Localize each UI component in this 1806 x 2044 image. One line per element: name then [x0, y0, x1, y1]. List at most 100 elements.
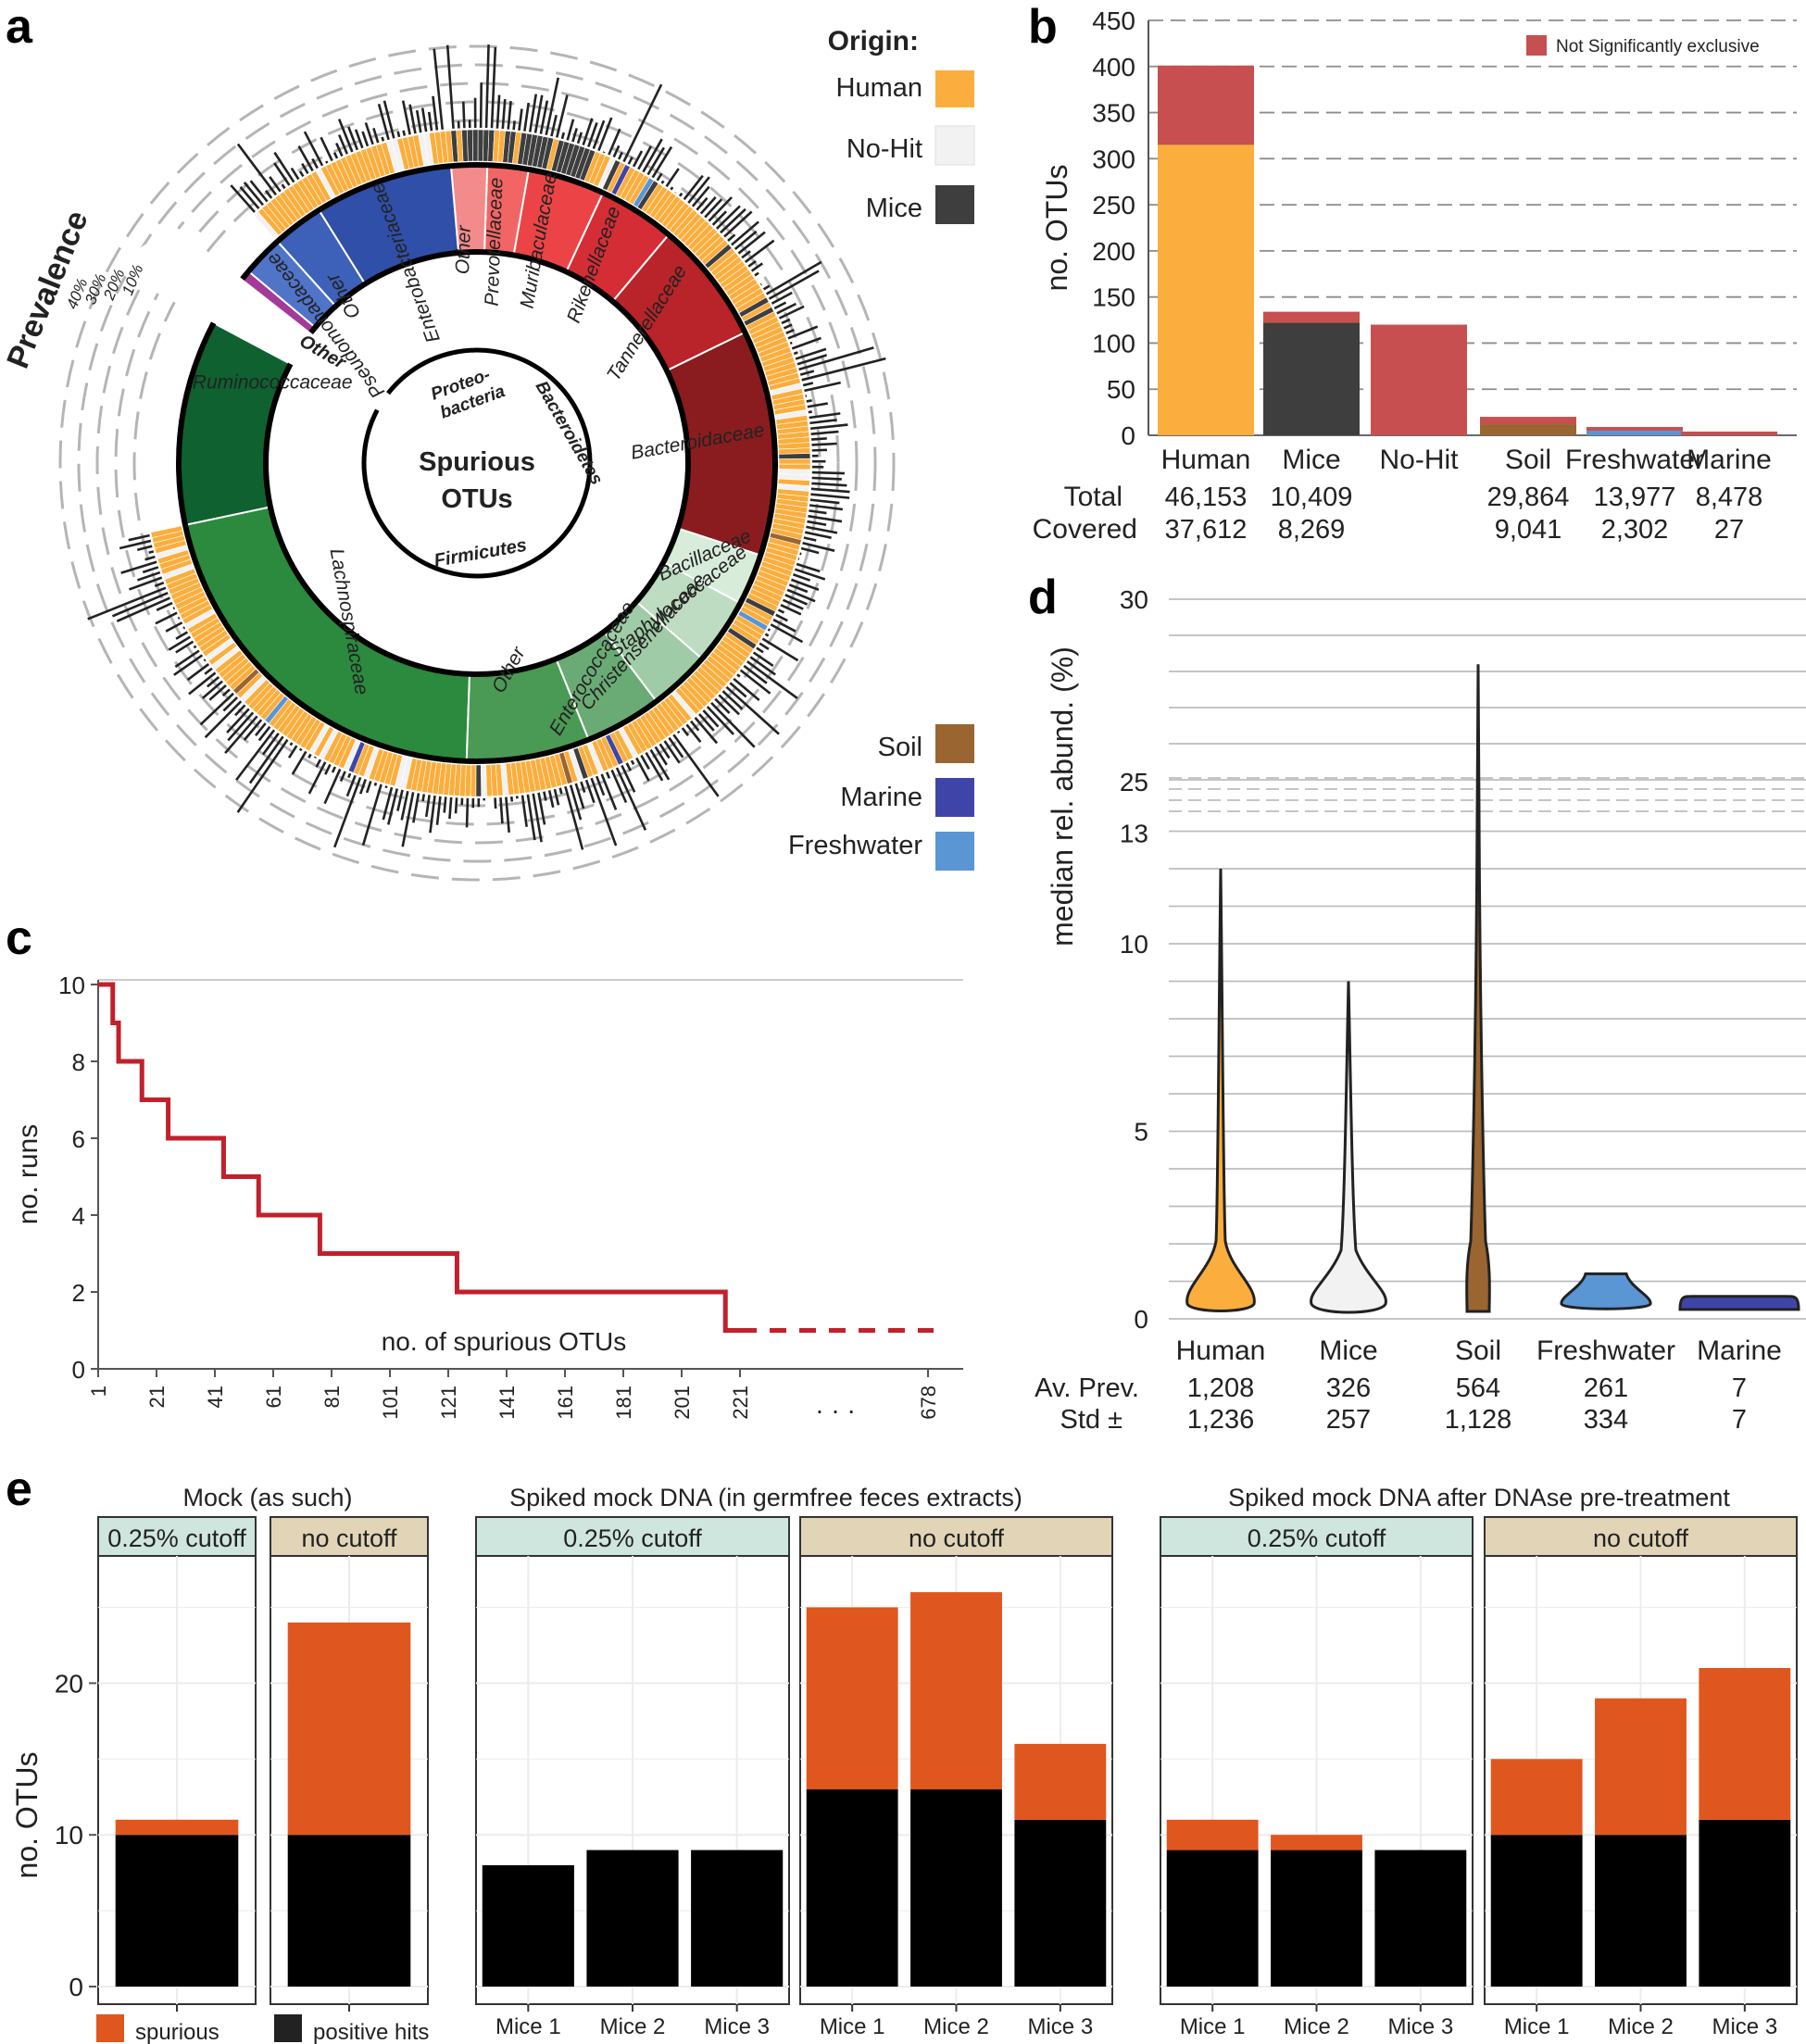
- prevalence-bar: [331, 766, 337, 773]
- family-label-13: Other: [452, 224, 475, 274]
- b-covered-Freshwater: 2,302: [1601, 515, 1669, 545]
- panel-a-circular-tree: Spurious OTUs Proteo- bacteria Bacteroid…: [0, 44, 896, 882]
- prevalence-bar: [804, 381, 841, 393]
- prevalence-bar: [372, 128, 380, 144]
- prevalence-bar: [750, 262, 764, 272]
- prevalence-bar: [711, 210, 728, 226]
- panel-e-faceted-bars: no. OTUs 0 10 20 Mock (as such) 0.25% cutof…: [10, 1484, 1798, 2044]
- prevalence-bar: [725, 685, 780, 735]
- e-group-title-2: Spiked mock DNA (in germfree feces extra…: [509, 1484, 1022, 1511]
- prevalence-bar: [269, 176, 282, 193]
- e-legend-positive-label: positive hits: [313, 2020, 429, 2044]
- d-ytick-10: 10: [1120, 930, 1148, 959]
- prevalence-bar: [261, 733, 280, 756]
- prevalence-bar: [136, 545, 153, 552]
- legend-mice-label: Mice: [866, 194, 922, 223]
- prevalence-bar: [592, 119, 606, 150]
- e-bar-spurious: [1166, 1819, 1259, 1850]
- prevalence-bar: [365, 780, 372, 794]
- b-total-Freshwater: 13,977: [1594, 483, 1676, 512]
- prevalence-bar: [550, 114, 558, 137]
- e-legend-spurious-label: spurious: [135, 2020, 219, 2044]
- prevalence-bar: [600, 773, 618, 810]
- family-label-1: Ruminococcaceae: [193, 372, 353, 394]
- prevalence-bar: [665, 168, 680, 188]
- prevalence-bar: [694, 717, 719, 745]
- prevalence-bar: [803, 536, 817, 542]
- prevalence-bar: [291, 750, 307, 775]
- prevalence-bar: [793, 351, 798, 356]
- prevalence-bar: [235, 729, 276, 782]
- prevalence-bar: [778, 305, 805, 320]
- prevalence-bar: [756, 646, 764, 654]
- prevalence-bar: [566, 119, 575, 141]
- prevalence-bar: [811, 482, 847, 487]
- b-bar-exclusive-Mice: [1263, 322, 1360, 435]
- prevalence-bar: [741, 250, 751, 259]
- prevalence-bar: [361, 131, 370, 147]
- b-xlabel-Soil: Soil: [1505, 445, 1551, 475]
- origin-segment: [778, 463, 811, 470]
- prevalence-bar: [796, 354, 828, 366]
- prevalence-bar: [764, 633, 770, 637]
- d-ylabel: median rel. abund. (%): [1046, 646, 1079, 947]
- c-xtick-201: 201: [671, 1386, 694, 1420]
- prevalence-bar: [383, 100, 395, 139]
- prevalence-bar: [433, 48, 445, 131]
- d-violin-Freshwater: [1560, 1272, 1652, 1310]
- b-bar-exclusive-Freshwater: [1587, 431, 1683, 435]
- e-bar-spurious: [1490, 1759, 1583, 1836]
- prevalence-bar: [533, 94, 544, 133]
- prevalence-bar: [696, 196, 709, 211]
- prevalence-bar: [660, 180, 665, 184]
- prevalence-bar: [87, 586, 167, 621]
- b-gridlines: [1148, 19, 1797, 436]
- prevalence-bar: [335, 143, 344, 157]
- prevalence-bar: [325, 160, 329, 164]
- prevalence-bar: [617, 151, 623, 160]
- e-bar-spurious: [910, 1592, 1002, 1790]
- d-ytick-25: 25: [1120, 768, 1148, 796]
- origin-segment: [477, 129, 484, 162]
- d-ytick-13: 13: [1120, 820, 1148, 848]
- prevalence-bar: [396, 789, 404, 811]
- prevalence-bar: [777, 608, 785, 614]
- d-row-avprev: Av. Prev.: [1035, 1373, 1139, 1403]
- prevalence-bar: [386, 788, 399, 825]
- prevalence-bar: [234, 704, 246, 717]
- prevalence-bar: [174, 649, 200, 668]
- legend-human-swatch: [935, 70, 974, 107]
- prevalence-bar: [802, 541, 835, 552]
- b-ytick-350: 350: [1092, 99, 1135, 128]
- prevalence-bar: [783, 323, 793, 330]
- prevalence-bar: [144, 555, 156, 561]
- prevalence-bar: [509, 796, 514, 802]
- e-strip-label: 0.25% cutoff: [1248, 1524, 1386, 1552]
- prevalence-bar: [683, 174, 704, 201]
- prevalence-bar: [809, 419, 837, 425]
- prevalence-bar: [590, 777, 618, 846]
- prevalence-bar: [137, 571, 161, 582]
- prevalence-bar: [654, 746, 668, 766]
- prevalence-bar: [754, 271, 759, 277]
- b-legend-swatch: [1526, 35, 1547, 56]
- c-xtick-181: 181: [612, 1386, 635, 1420]
- prevalence-bar: [605, 771, 611, 779]
- d-std-Mice: 257: [1326, 1405, 1371, 1435]
- e-facets: Mock (as such) 0.25% cutoff no cutoff Spike…: [97, 1484, 1798, 2039]
- prevalence-bar: [715, 205, 741, 230]
- prevalence-bar: [721, 690, 744, 710]
- c-xtick-678: 678: [917, 1386, 940, 1420]
- panel-b-bar-chart: 0 50 100 150 200 250 300 350 400 450 no. OTUs Not…: [1033, 6, 1797, 545]
- prevalence-bar: [323, 768, 342, 805]
- prevalence-bar: [254, 722, 267, 736]
- prevalence-bar: [120, 560, 157, 574]
- b-covered-Mice: 8,269: [1278, 515, 1346, 545]
- origin-segment: [778, 453, 811, 460]
- prevalence-bar: [786, 588, 816, 603]
- prevalence-bar: [553, 788, 560, 806]
- prevalence-bar: [429, 795, 436, 834]
- legend-marine-label: Marine: [840, 783, 922, 812]
- prevalence-bar: [795, 347, 827, 360]
